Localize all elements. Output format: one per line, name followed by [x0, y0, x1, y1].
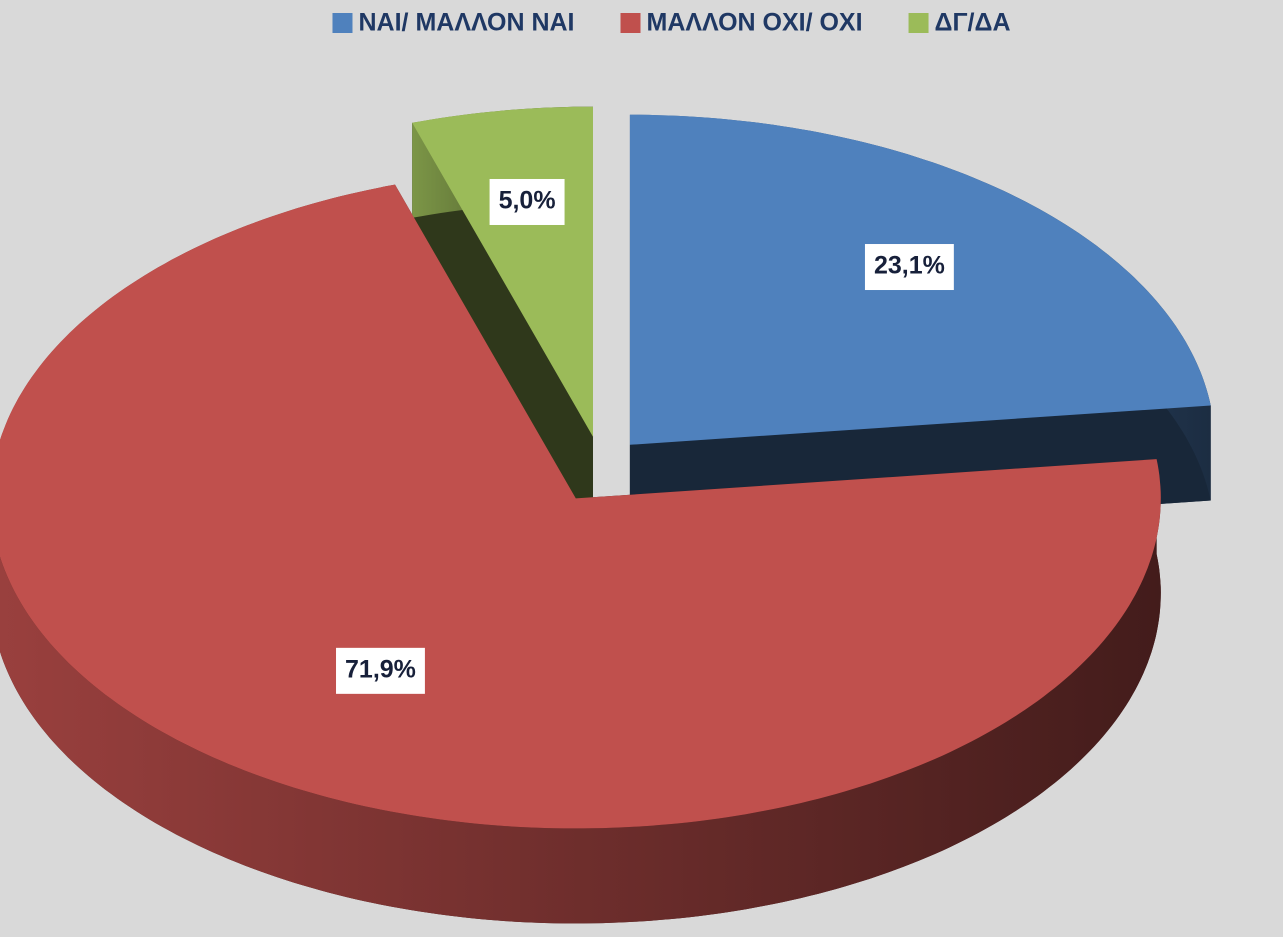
value-label-bg	[489, 178, 565, 225]
legend-swatch	[908, 13, 929, 33]
value-label: 5,0%	[499, 187, 556, 215]
slice	[0, 184, 1161, 829]
pie	[0, 106, 1211, 924]
legend-text: ΔΓ/ΔΑ	[935, 9, 1011, 37]
legend-swatch	[332, 13, 353, 33]
value-label-bg	[864, 244, 954, 291]
legend-text: ΝΑΙ/ ΜΑΛΛΟΝ ΝΑΙ	[358, 9, 574, 37]
slice-wall	[412, 122, 593, 532]
value-label-bg	[336, 647, 425, 694]
value-label: 71,9%	[345, 655, 416, 683]
value-labels: 23,1% 71,9% 5,0%	[336, 178, 954, 694]
legend-text: ΜΑΛΛΟΝ ΟΧΙ/ ΟΧΙ	[647, 9, 863, 37]
legend: ΝΑΙ/ ΜΑΛΛΟΝ ΝΑΙ ΜΑΛΛΟΝ ΟΧΙ/ ΟΧΙ ΔΓ/ΔΑ	[332, 9, 1011, 37]
legend-swatch	[620, 13, 641, 33]
value-label: 23,1%	[874, 252, 945, 280]
